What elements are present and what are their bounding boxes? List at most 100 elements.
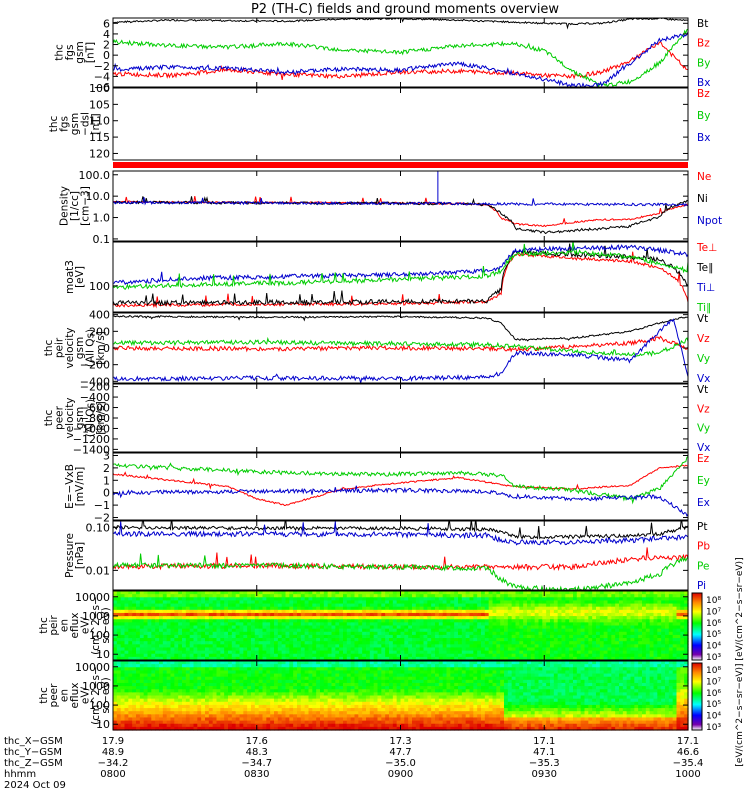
heatmap-cell xyxy=(136,656,141,661)
heatmap-cell xyxy=(166,689,172,693)
heatmap-cell xyxy=(603,609,609,614)
heatmap-cell xyxy=(446,628,451,633)
heatmap-cell xyxy=(676,594,681,598)
heatmap-cell xyxy=(297,704,302,709)
heatmap-cell xyxy=(331,661,336,665)
heatmap-cell xyxy=(297,619,302,623)
heatmap-cell xyxy=(335,622,340,627)
heatmap-cell xyxy=(473,591,478,595)
heatmap-cell xyxy=(649,612,655,617)
heatmap-cell xyxy=(228,647,233,652)
heatmap-cell xyxy=(346,612,352,617)
heatmap-cell xyxy=(565,600,570,605)
heatmap-cell xyxy=(297,686,302,690)
heatmap-cell xyxy=(346,701,352,706)
heatmap-cell xyxy=(546,647,551,652)
heatmap-cell xyxy=(116,616,122,620)
heatmap-cell xyxy=(216,594,221,598)
heatmap-cell xyxy=(565,653,570,658)
heatmap-cell xyxy=(300,638,306,642)
heatmap-cell xyxy=(293,717,298,722)
heatmap-cell xyxy=(201,695,206,700)
heatmap-cell xyxy=(331,698,336,703)
heatmap-cell xyxy=(312,641,317,645)
heatmap-cell xyxy=(201,682,206,687)
heatmap-cell xyxy=(331,609,336,614)
heatmap-cell xyxy=(124,628,129,633)
heatmap-cell xyxy=(300,609,306,614)
heatmap-cell xyxy=(174,676,179,681)
heatmap-cell xyxy=(404,597,409,602)
heatmap-cell xyxy=(377,644,382,649)
heatmap-cell xyxy=(550,656,555,661)
heatmap-cell xyxy=(316,606,321,611)
heatmap-cell xyxy=(139,625,145,630)
heatmap-cell xyxy=(308,701,313,706)
heatmap-cell xyxy=(676,606,681,611)
heatmap-cell xyxy=(113,695,118,700)
heatmap-cell xyxy=(182,612,187,617)
heatmap-cell xyxy=(193,673,198,678)
heatmap-cell xyxy=(580,609,586,614)
heatmap-cell xyxy=(385,656,390,661)
heatmap-cell xyxy=(308,717,313,722)
heatmap-cell xyxy=(208,679,214,684)
heatmap-cell xyxy=(151,612,156,617)
heatmap-cell xyxy=(657,644,662,649)
heatmap-cell xyxy=(607,625,612,630)
heatmap-cell xyxy=(185,698,191,703)
heatmap-cell xyxy=(124,682,129,687)
heatmap-cell xyxy=(665,631,670,636)
heatmap-cell xyxy=(201,701,206,706)
heatmap-cell xyxy=(542,650,547,655)
heatmap-cell xyxy=(189,676,195,681)
heatmap-cell xyxy=(630,622,635,627)
heatmap-cell xyxy=(392,619,398,623)
heatmap-cell xyxy=(182,653,187,658)
heatmap-cell xyxy=(120,644,126,649)
heatmap-cell xyxy=(281,591,287,595)
heatmap-cell xyxy=(619,625,624,630)
legend-entry: Vz xyxy=(697,333,710,345)
heatmap-cell xyxy=(139,634,145,639)
heatmap-cell xyxy=(308,664,313,668)
heatmap-cell xyxy=(561,650,566,655)
heatmap-cell xyxy=(504,622,509,627)
heatmap-cell xyxy=(331,726,336,731)
heatmap-cell xyxy=(450,600,455,605)
heatmap-cell xyxy=(500,612,505,617)
heatmap-cell xyxy=(159,591,164,595)
legend-entry: Npot xyxy=(697,215,722,227)
heatmap-cell xyxy=(553,609,559,614)
heatmap-cell xyxy=(546,622,551,627)
heatmap-cell xyxy=(174,661,179,665)
heatmap-cell xyxy=(205,625,210,630)
heatmap-cell xyxy=(634,616,639,620)
heatmap-cell xyxy=(458,647,463,652)
heatmap-cell xyxy=(174,634,179,639)
heatmap-cell xyxy=(492,653,497,658)
heatmap-cell xyxy=(162,647,168,652)
heatmap-cell xyxy=(189,704,195,709)
heatmap-cell xyxy=(147,714,152,719)
heatmap-cell xyxy=(155,726,160,731)
heatmap-cell xyxy=(573,612,578,617)
heatmap-cell xyxy=(350,600,356,605)
heatmap-cell xyxy=(622,619,628,623)
heatmap-cell xyxy=(530,631,536,636)
heatmap-cell xyxy=(189,634,195,639)
heatmap-cell xyxy=(557,622,563,627)
heatmap-cell xyxy=(170,670,175,675)
heatmap-cell xyxy=(293,667,298,672)
series-line-Ez xyxy=(113,464,688,507)
heatmap-cell xyxy=(189,673,195,678)
heatmap-cell xyxy=(661,650,666,655)
heatmap-cell xyxy=(185,720,191,725)
heatmap-cell xyxy=(285,619,290,623)
heatmap-cell xyxy=(339,597,344,602)
heatmap-cell xyxy=(343,667,348,672)
heatmap-cell xyxy=(362,616,367,620)
heatmap-cell xyxy=(534,609,540,614)
heatmap-cell xyxy=(293,661,298,665)
